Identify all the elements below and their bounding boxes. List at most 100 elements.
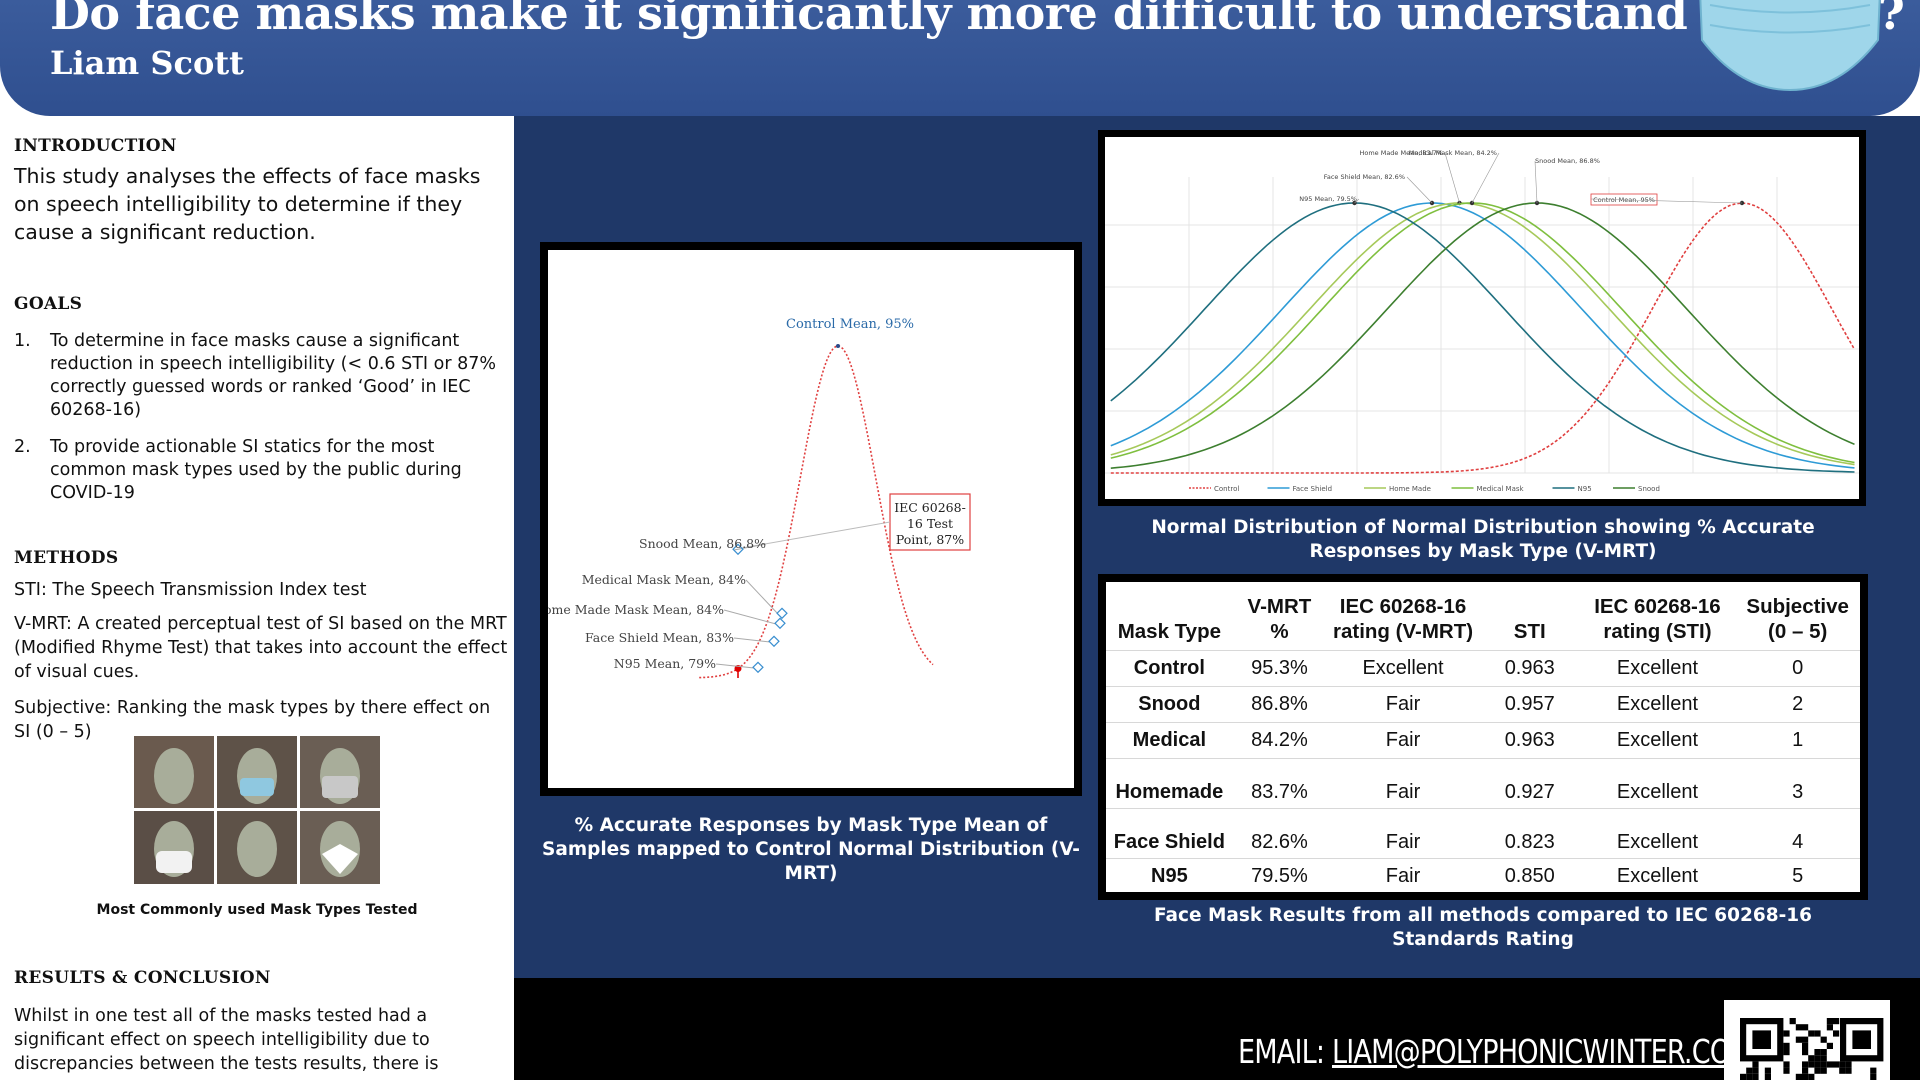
qr-module	[1833, 1061, 1840, 1068]
qr-module	[1789, 1018, 1796, 1025]
mean-leader-line	[715, 663, 755, 669]
test-point-label: 16 Test	[907, 516, 953, 531]
table-cell: Excellent	[1579, 808, 1736, 859]
qr-module	[1839, 1061, 1846, 1068]
mask-mean-marker	[768, 635, 780, 648]
table-row-header: Face Shield	[1106, 808, 1233, 859]
qr-module	[1783, 1061, 1790, 1068]
left-column: INTRODUCTION This study analyses the eff…	[0, 116, 514, 1080]
qr-module	[1833, 1018, 1840, 1025]
distribution-curve-n95	[1110, 202, 1855, 473]
mask-mean-marker	[752, 661, 764, 674]
table-cell: 84.2%	[1232, 722, 1327, 759]
table-cell: 83.7%	[1232, 758, 1327, 809]
table-cell: 0.850	[1479, 858, 1580, 895]
qr-module	[1764, 1073, 1771, 1080]
mask-mean-label: Face Shield Mean, 83%	[585, 630, 734, 645]
mean-leader-line	[745, 579, 779, 615]
table-cell: 1	[1735, 722, 1860, 759]
qr-module	[1783, 1042, 1790, 1049]
introduction-heading: INTRODUCTION	[14, 136, 177, 156]
poster-title: Do face masks make it significantly more…	[50, 0, 1905, 40]
qr-module	[1752, 1067, 1759, 1074]
qr-module	[1826, 1042, 1833, 1049]
table-cell: Fair	[1326, 758, 1480, 809]
qr-module	[1802, 1073, 1809, 1080]
annotation-leader	[1406, 176, 1433, 204]
qr-module	[1795, 1073, 1802, 1080]
mean-annotation: Snood Mean, 86.8%	[1535, 157, 1600, 165]
qr-module	[1740, 1073, 1747, 1080]
mask-mean-label: Home Made Mask Mean, 84%	[548, 602, 724, 617]
results-table-caption: Face Mask Results from all methods compa…	[1153, 905, 1813, 950]
control-mean-box	[1590, 193, 1658, 206]
table-cell: Excellent	[1579, 686, 1736, 723]
table-cell: 82.6%	[1232, 808, 1327, 859]
table-cell: 86.8%	[1232, 686, 1327, 723]
qr-module	[1808, 1055, 1815, 1062]
annotation-leader	[1354, 198, 1360, 204]
qr-code[interactable]	[1724, 1000, 1890, 1080]
table-header-cell: Subjective (0 – 5)	[1746, 595, 1849, 643]
table-cell: Excellent	[1579, 858, 1736, 895]
mask-mean-label: Medical Mask Mean, 84%	[582, 572, 746, 587]
qr-module	[1783, 1030, 1790, 1037]
test-point-label: IEC 60268-	[894, 500, 966, 515]
goal-text: To determine in face masks cause a signi…	[50, 331, 496, 420]
qr-module	[1802, 1036, 1809, 1043]
table-row: Homemade 83.7% Fair 0.927 Excellent 3	[1106, 758, 1860, 809]
mask-mean-marker	[774, 617, 786, 630]
goal-text: To provide actionable SI statics for the…	[50, 437, 462, 503]
methods-heading: METHODS	[14, 548, 119, 568]
table-cell: Excellent	[1579, 722, 1736, 759]
annotation-leader	[1471, 152, 1500, 204]
qr-finder	[1852, 1030, 1871, 1049]
qr-module	[1870, 1067, 1877, 1074]
table-row: Medical 84.2% Fair 0.963 Excellent 1	[1106, 722, 1860, 759]
mask-mean-marker	[732, 543, 744, 556]
table-cell: 0	[1735, 650, 1860, 687]
mean-leader-line	[733, 543, 767, 551]
qr-module	[1764, 1067, 1771, 1074]
legend-entry: Face Shield	[1293, 485, 1333, 493]
mask-mean-label: N95 Mean, 79%	[614, 656, 716, 671]
qr-module	[1820, 1055, 1827, 1062]
table-row: Face Shield 82.6% Fair 0.823 Excellent 4	[1106, 808, 1860, 859]
table-row-header: Snood	[1106, 686, 1233, 723]
table-header-cell: IEC 60268-16 rating (V-MRT)	[1332, 595, 1474, 643]
chart-mask-distributions: Home Made Mean, 83.7%Medical Mask Mean, …	[1105, 137, 1862, 499]
table-cell: Fair	[1326, 858, 1480, 895]
qr-module	[1746, 1067, 1753, 1074]
legend-entry: Medical Mask	[1477, 485, 1525, 493]
qr-module	[1802, 1024, 1809, 1031]
mean-annotation: N95 Mean, 79.5%	[1299, 195, 1357, 203]
table-cell: Fair	[1326, 686, 1480, 723]
table-row: N95 79.5% Fair 0.850 Excellent 5	[1106, 858, 1860, 895]
table-cell: 95.3%	[1232, 650, 1327, 687]
goal-number: 1.	[14, 331, 31, 351]
poster-header: Do face masks make it significantly more…	[0, 0, 1920, 116]
table-cell: 79.5%	[1232, 858, 1327, 895]
methods-subjective: Subjective: Ranking the mask types by th…	[14, 698, 491, 742]
qr-module	[1795, 1036, 1802, 1043]
results-heading: RESULTS & CONCLUSION	[14, 968, 271, 988]
qr-module	[1826, 1024, 1833, 1031]
qr-module	[1802, 1049, 1809, 1056]
chart-mask-distributions-frame: Home Made Mean, 83.7% Medical Mask Mean, …	[1098, 130, 1866, 506]
control-mean-label: Control Mean, 95%	[786, 317, 914, 332]
mean-leader-line	[723, 609, 777, 625]
mask-mean-label: Snood Mean, 86.8%	[639, 536, 766, 551]
results-table-frame: Mask Type V-MRT% IEC 60268-16 rating (V-M…	[1098, 574, 1868, 900]
annotation-leader	[1590, 198, 1743, 204]
qr-module	[1833, 1030, 1840, 1037]
goal-item-2: 2. To provide actionable SI statics for …	[14, 436, 494, 506]
results-text: Whilst in one test all of the masks test…	[14, 1006, 439, 1074]
qr-module	[1802, 1042, 1809, 1049]
email-link[interactable]: LIAM@POLYPHONICWINTER.COM	[1332, 1032, 1754, 1071]
goal-number: 2.	[14, 437, 31, 457]
table-row: Control 95.3% Excellent 0.963 Excellent 0	[1106, 650, 1860, 687]
qr-module	[1820, 1067, 1827, 1074]
table-cell: 2	[1735, 686, 1860, 723]
callout-leader	[741, 521, 891, 549]
